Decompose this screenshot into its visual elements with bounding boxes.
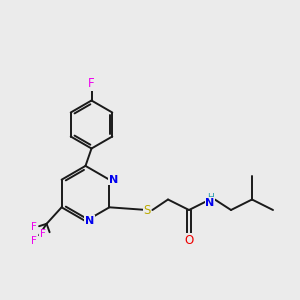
Text: F: F — [31, 236, 37, 246]
Text: F: F — [88, 77, 95, 90]
Text: N: N — [206, 198, 214, 208]
Text: N: N — [85, 216, 94, 226]
Text: H: H — [207, 193, 213, 202]
Text: F: F — [40, 229, 46, 239]
Text: S: S — [143, 203, 151, 217]
Text: N: N — [109, 175, 118, 185]
Text: F: F — [31, 222, 37, 233]
Text: O: O — [184, 234, 194, 247]
